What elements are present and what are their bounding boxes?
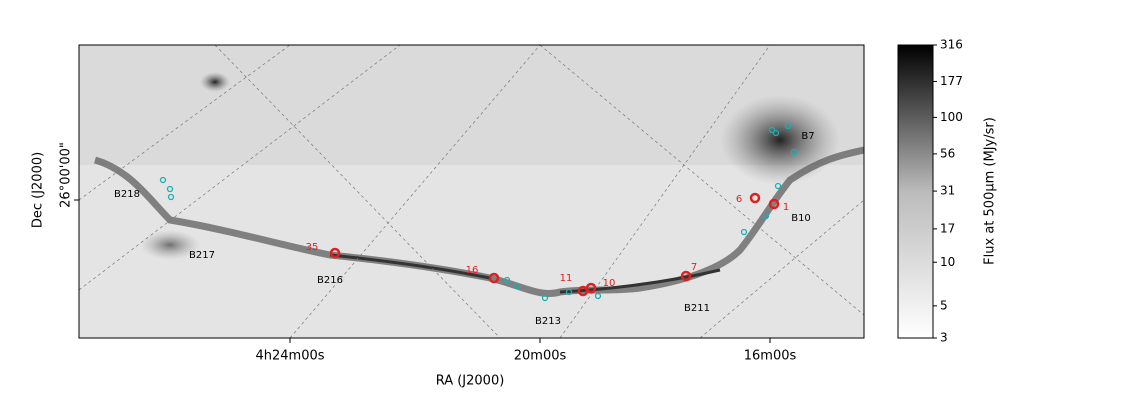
core-label: 16 <box>466 265 479 276</box>
cloud-label: B218 <box>114 189 140 200</box>
cloud-label: B213 <box>535 316 561 327</box>
core-label: 6 <box>736 194 742 205</box>
x-ticks <box>74 199 771 343</box>
colorbar-tick-label: 17 <box>940 221 955 235</box>
cloud-label: B217 <box>189 250 215 261</box>
y-axis-label: Dec (J2000) <box>31 152 46 228</box>
core-label: 35 <box>306 242 319 253</box>
cloud-label: B211 <box>684 303 710 314</box>
core-label: 7 <box>691 262 697 273</box>
x-tick-label: 4h24m00s <box>255 349 324 364</box>
colorbar-tick-label: 5 <box>940 298 948 312</box>
colorbar-tick-label: 10 <box>940 255 955 269</box>
core-label: 1 <box>783 202 789 213</box>
colorbar-tick-label: 100 <box>940 110 963 124</box>
core-label: 11 <box>560 273 573 284</box>
colorbar-tick-label: 31 <box>940 184 955 198</box>
cloud-label: B10 <box>791 213 811 224</box>
map-frame <box>78 44 865 339</box>
x-tick-label: 20m00s <box>514 349 567 364</box>
colorbar-tick-label: 316 <box>940 38 963 52</box>
colorbar-tick-label: 3 <box>940 331 948 345</box>
y-tick-label: 26°00'00" <box>59 142 74 208</box>
colorbar <box>897 44 934 339</box>
x-axis-label: RA (J2000) <box>436 374 505 389</box>
colorbar-tick-label: 56 <box>940 146 955 160</box>
core-label: 10 <box>603 278 616 289</box>
x-tick-label: 16m00s <box>744 349 797 364</box>
colorbar-tick-label: 177 <box>940 74 963 88</box>
cloud-label: B216 <box>317 275 343 286</box>
map-image <box>79 45 864 338</box>
colorbar-label: Flux at 500μm (MJy/sr) <box>983 117 998 265</box>
cloud-label: B7 <box>801 131 814 142</box>
